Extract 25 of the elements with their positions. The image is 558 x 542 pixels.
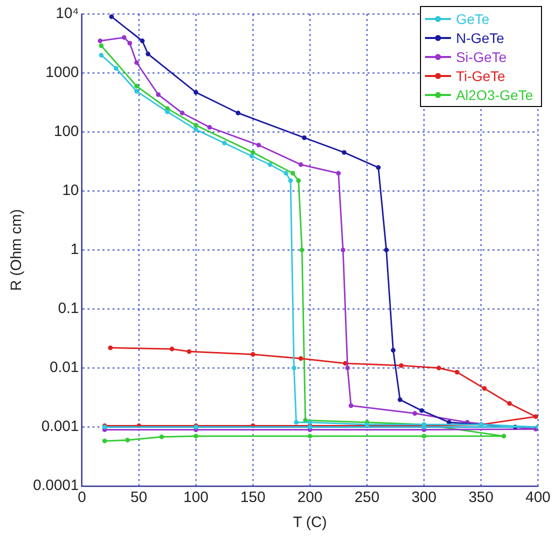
legend-label: Al2O3-GeTe (456, 86, 533, 102)
y-tick-label: 1 (70, 241, 79, 258)
y-tick-label: 1000 (46, 64, 79, 82)
y-tick-label: 0.1 (58, 300, 79, 318)
y-tick-label: 10⁴ (56, 5, 79, 22)
x-tick-label: 350 (468, 489, 494, 506)
x-tick-label: 100 (183, 489, 208, 506)
legend-label: GeTe (456, 10, 490, 26)
y-tick-label: 0.001 (41, 418, 79, 436)
x-tick-label: 200 (297, 489, 322, 506)
x-tick-label: 0 (78, 489, 86, 506)
y-tick-label: 0.01 (50, 359, 79, 376)
y-tick-label: 10 (62, 182, 79, 200)
legend-label: Ti-GeTe (456, 68, 506, 84)
x-tick-label: 250 (354, 489, 380, 506)
x-tick-label: 400 (525, 489, 551, 506)
y-axis-title: R (Ohm cm) (8, 209, 26, 291)
x-tick-label: 300 (411, 489, 436, 506)
legend-label: N-GeTe (456, 30, 504, 46)
y-tick-label: 100 (54, 123, 79, 140)
y-tick-label: 0.0001 (32, 477, 79, 494)
x-tick-label: 50 (130, 489, 148, 506)
x-axis-title: T (C) (292, 514, 327, 532)
legend-label: Si-GeTe (456, 48, 507, 64)
x-tick-label: 150 (240, 489, 266, 506)
